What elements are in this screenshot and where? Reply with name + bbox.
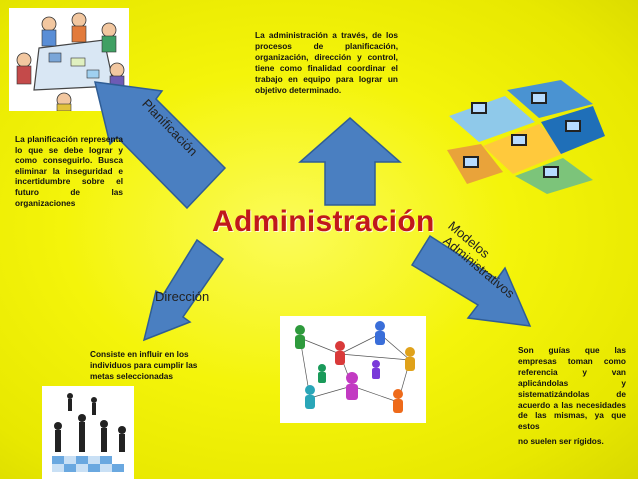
administracion-description: La administración a través, de los proce… [255,30,398,95]
puzzle-computers-illustration [447,80,605,194]
modelos-description: Son guías que las empresas toman como re… [518,345,626,447]
main-title: Administración [212,205,435,238]
direccion-label: Dirección [155,289,210,304]
modelos-description-main: Son guías que las empresas toman como re… [518,345,626,432]
modelos-description-tail: no suelen ser rígidos. [518,436,604,447]
direccion-description: Consiste en influir en los individuos pa… [90,349,198,381]
planificacion-description: La planificación representa lo que se de… [15,134,123,208]
chess-people-illustration [42,386,134,479]
network-people-illustration [280,316,426,423]
